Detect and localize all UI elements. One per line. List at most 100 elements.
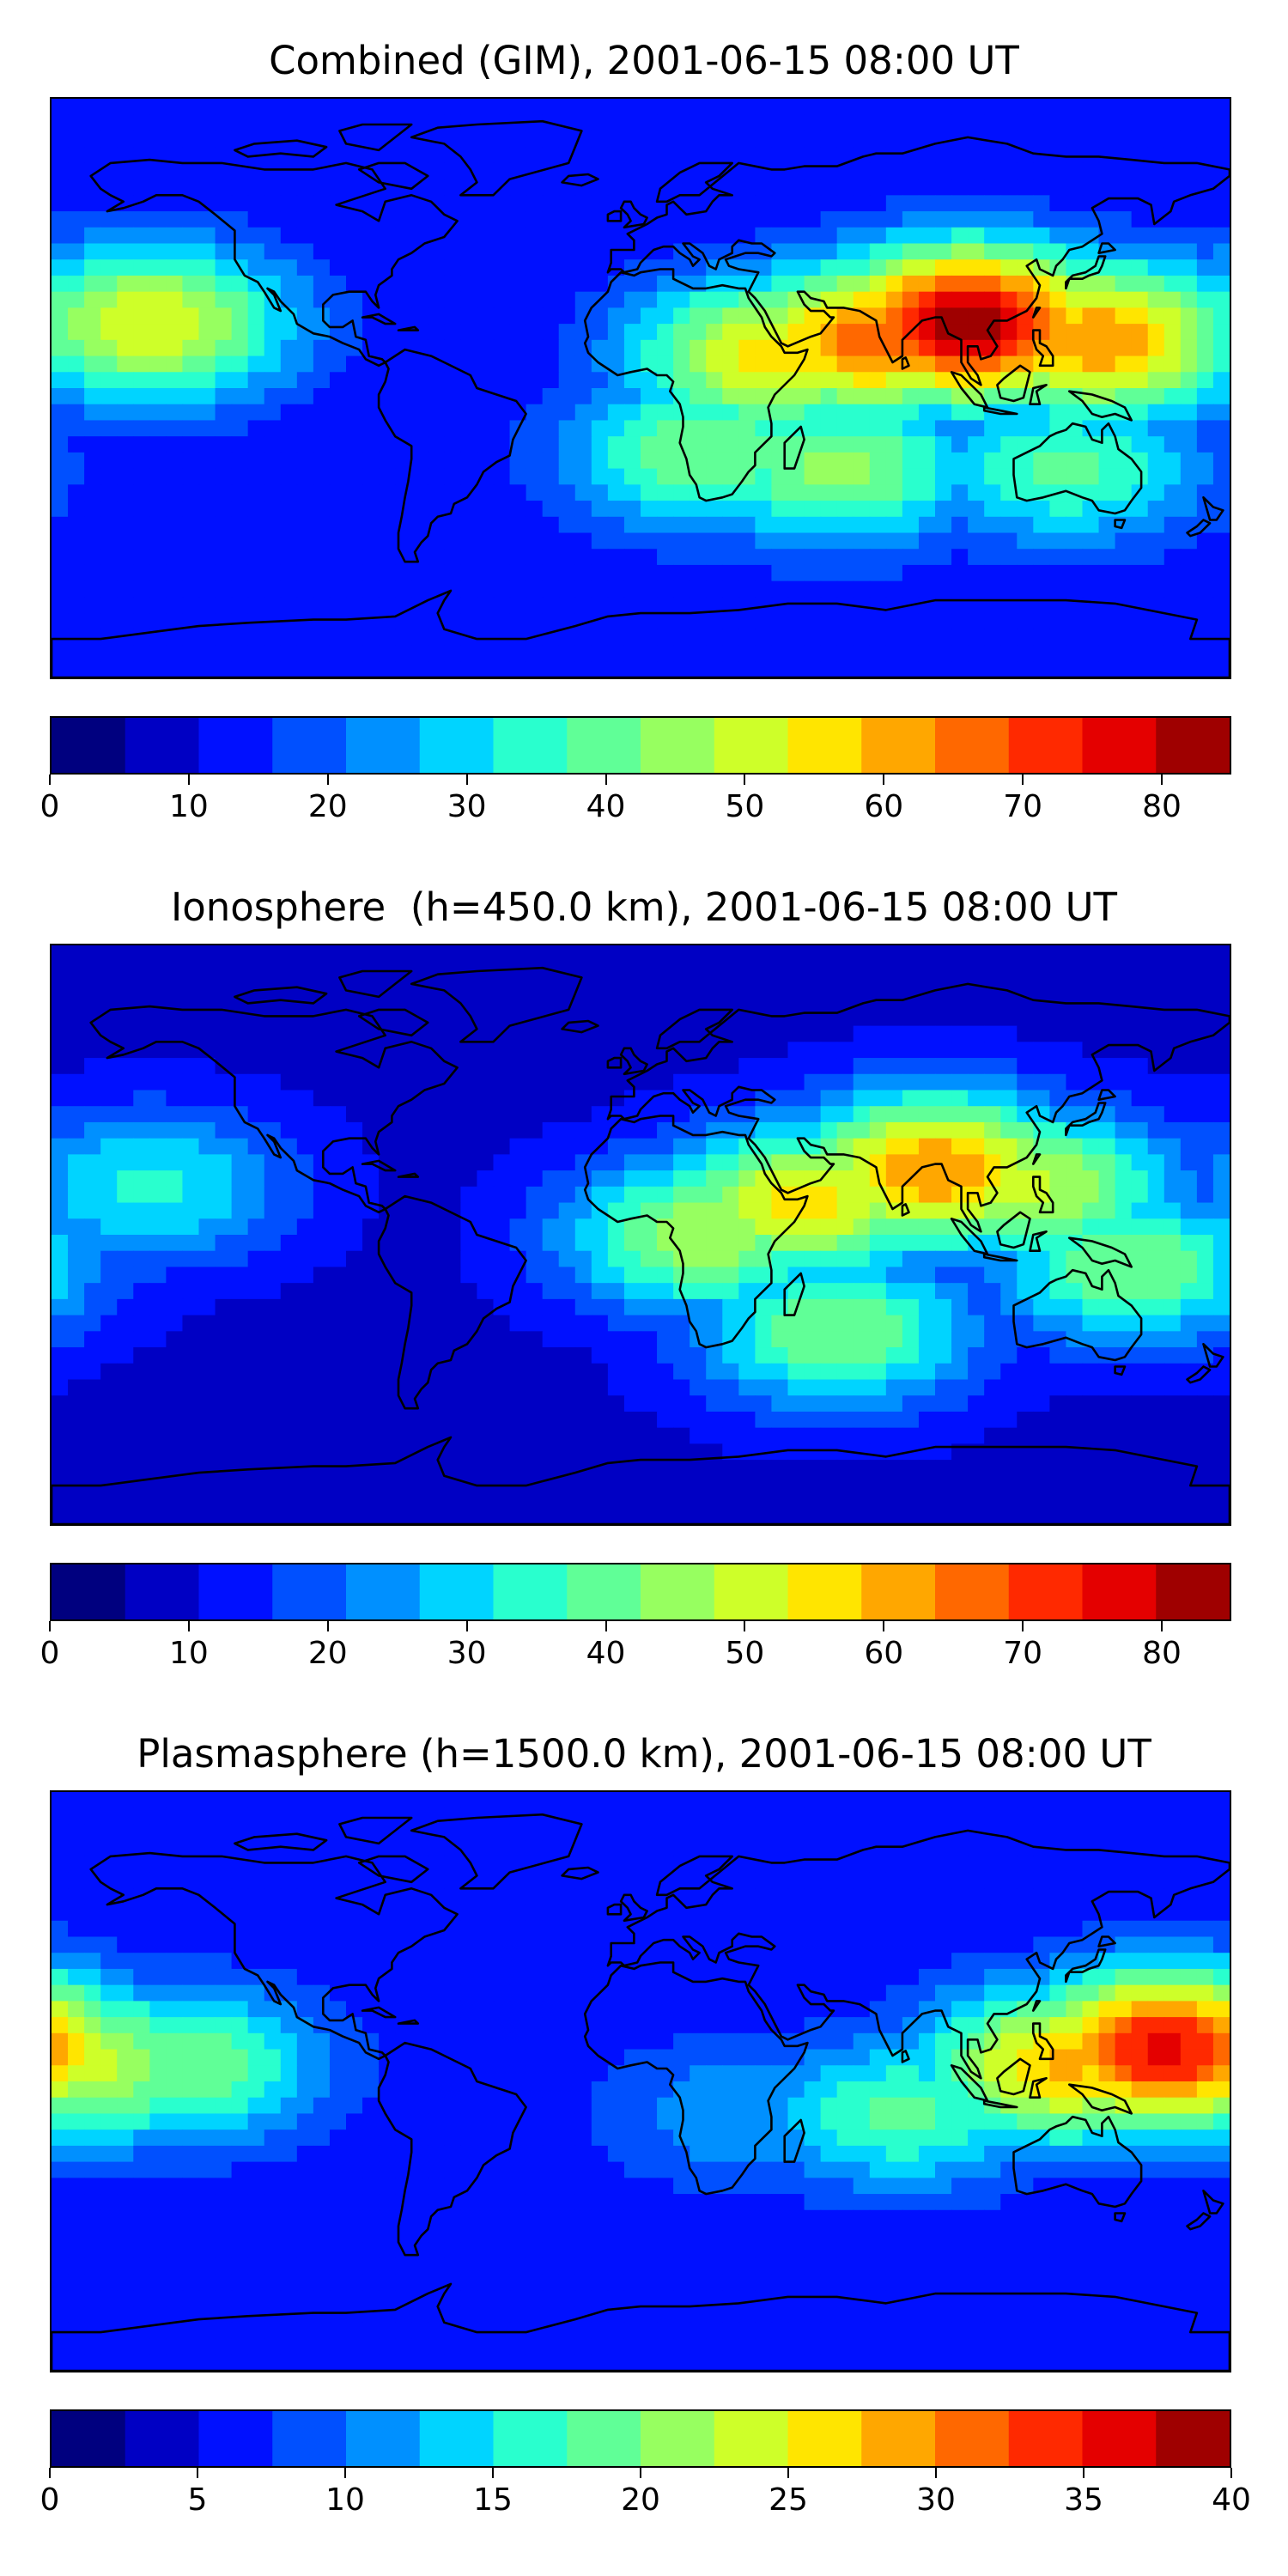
map-svg (52, 945, 1230, 1524)
coastline (377, 348, 527, 563)
colorbar-segment (861, 1564, 936, 1619)
coastline (1097, 242, 1116, 254)
coastline (1012, 2115, 1143, 2208)
coastline (1065, 255, 1107, 290)
coastline (1114, 2212, 1127, 2223)
colorbar-tick (465, 775, 468, 785)
coastline (1186, 2212, 1212, 2231)
map-svg (52, 1792, 1230, 2371)
colorbar-tick-label: 70 (1003, 789, 1043, 824)
coastline (377, 2041, 527, 2257)
colorbar-segment (419, 1564, 494, 1619)
coastline (1186, 519, 1212, 538)
coastline (361, 313, 397, 325)
tec-field (52, 945, 1230, 1524)
tec-map (50, 97, 1231, 679)
colorbar-segment (346, 2411, 421, 2466)
coastline (1029, 1230, 1048, 1252)
coastlines (52, 1813, 1230, 2371)
colorbar-tick-label: 10 (168, 789, 209, 824)
colorbar-segment (787, 2411, 862, 2466)
colorbar-tick (344, 2468, 346, 2478)
coastline (561, 1866, 599, 1880)
colorbar-segment (272, 2411, 347, 2466)
colorbar-tick-label: 80 (1142, 1636, 1182, 1671)
colorbar-segment (493, 718, 568, 773)
coastline (606, 982, 1230, 1233)
colorbar-segment (1008, 2411, 1083, 2466)
colorbar-tick (1230, 2468, 1232, 2478)
colorbar-tick-label: 40 (586, 789, 626, 824)
colorbar-svg (52, 718, 1230, 773)
coastlines (52, 966, 1230, 1524)
coastline (561, 173, 599, 187)
colorbar-tick-label: 15 (473, 2482, 513, 2518)
colorbar (50, 2409, 1231, 2468)
colorbar-segment (346, 718, 421, 773)
colorbar-segment (272, 1564, 347, 1619)
coastline (996, 2057, 1031, 2096)
colorbar-tick (49, 775, 51, 785)
coastline (783, 1272, 805, 1316)
colorbar-tick (787, 2468, 789, 2478)
coastline (1068, 1236, 1133, 1268)
colorbar-tick (326, 1621, 329, 1631)
map-title: Plasmasphere (h=1500.0 km), 2001-06-15 0… (137, 1731, 1151, 1777)
coastline (1012, 422, 1143, 515)
colorbar-tick (744, 1621, 746, 1631)
coastline (1032, 1153, 1042, 1165)
map-svg (52, 99, 1230, 677)
colorbar-tick-label: 10 (325, 2482, 365, 2518)
coastline (1068, 390, 1133, 422)
coastline (1202, 496, 1224, 521)
colorbar-segment (125, 718, 199, 773)
coastline (1097, 1089, 1116, 1101)
colorbar-segment (861, 2411, 936, 2466)
colorbar-tick (326, 775, 329, 785)
colorbar-tick (744, 775, 746, 785)
colorbar-tick-label: 20 (621, 2482, 660, 2518)
colorbar-tick (883, 1621, 885, 1631)
coastline (1202, 2190, 1224, 2215)
coastline (619, 1893, 648, 1923)
colorbar-segment (1082, 718, 1157, 773)
coastline (783, 425, 805, 470)
colorbar-tick (187, 775, 190, 785)
colorbar-segment (641, 718, 715, 773)
colorbar-segment (935, 2411, 1010, 2466)
colorbar-tick (605, 1621, 607, 1631)
colorbar-tick-label: 10 (168, 1636, 209, 1671)
coastline (996, 364, 1031, 403)
map-title: Ionosphere (h=450.0 km), 2001-06-15 08:0… (170, 884, 1118, 930)
coastline (52, 589, 1230, 677)
coastline (410, 966, 583, 1043)
coastlines (52, 119, 1230, 677)
coastline (234, 139, 328, 158)
colorbar-tick-label: 35 (1064, 2482, 1103, 2518)
colorbar-segment (1008, 718, 1083, 773)
coastline (357, 161, 429, 191)
colorbar-tick-label: 25 (769, 2482, 808, 2518)
colorbar-tick (49, 2468, 51, 2478)
colorbar-tick-label: 20 (307, 1636, 348, 1671)
colorbar-segment (419, 718, 494, 773)
coastline (1032, 307, 1042, 319)
map-title: Combined (GIM), 2001-06-15 08:00 UT (269, 38, 1019, 83)
colorbar-tick-label: 0 (39, 2482, 60, 2518)
tec-map (50, 944, 1231, 1526)
colorbar-tick-label: 50 (725, 1636, 765, 1671)
coastline (410, 119, 583, 197)
coastline (1032, 1176, 1054, 1214)
coastline (1012, 1268, 1143, 1362)
colorbar-segment (1082, 1564, 1157, 1619)
colorbar-tick-label: 70 (1003, 1636, 1043, 1671)
colorbar-tick (187, 1621, 190, 1631)
colorbar-tick (465, 1621, 468, 1631)
colorbar-ticks: 0 10 20 30 40 50 60 70 80 (40, 1621, 1231, 1673)
coastline (1032, 2022, 1054, 2061)
colorbar-segment (125, 2411, 199, 2466)
coastline (901, 356, 910, 370)
coastline (1032, 2000, 1042, 2012)
colorbar (50, 1563, 1231, 1621)
colorbar-segment (272, 718, 347, 773)
